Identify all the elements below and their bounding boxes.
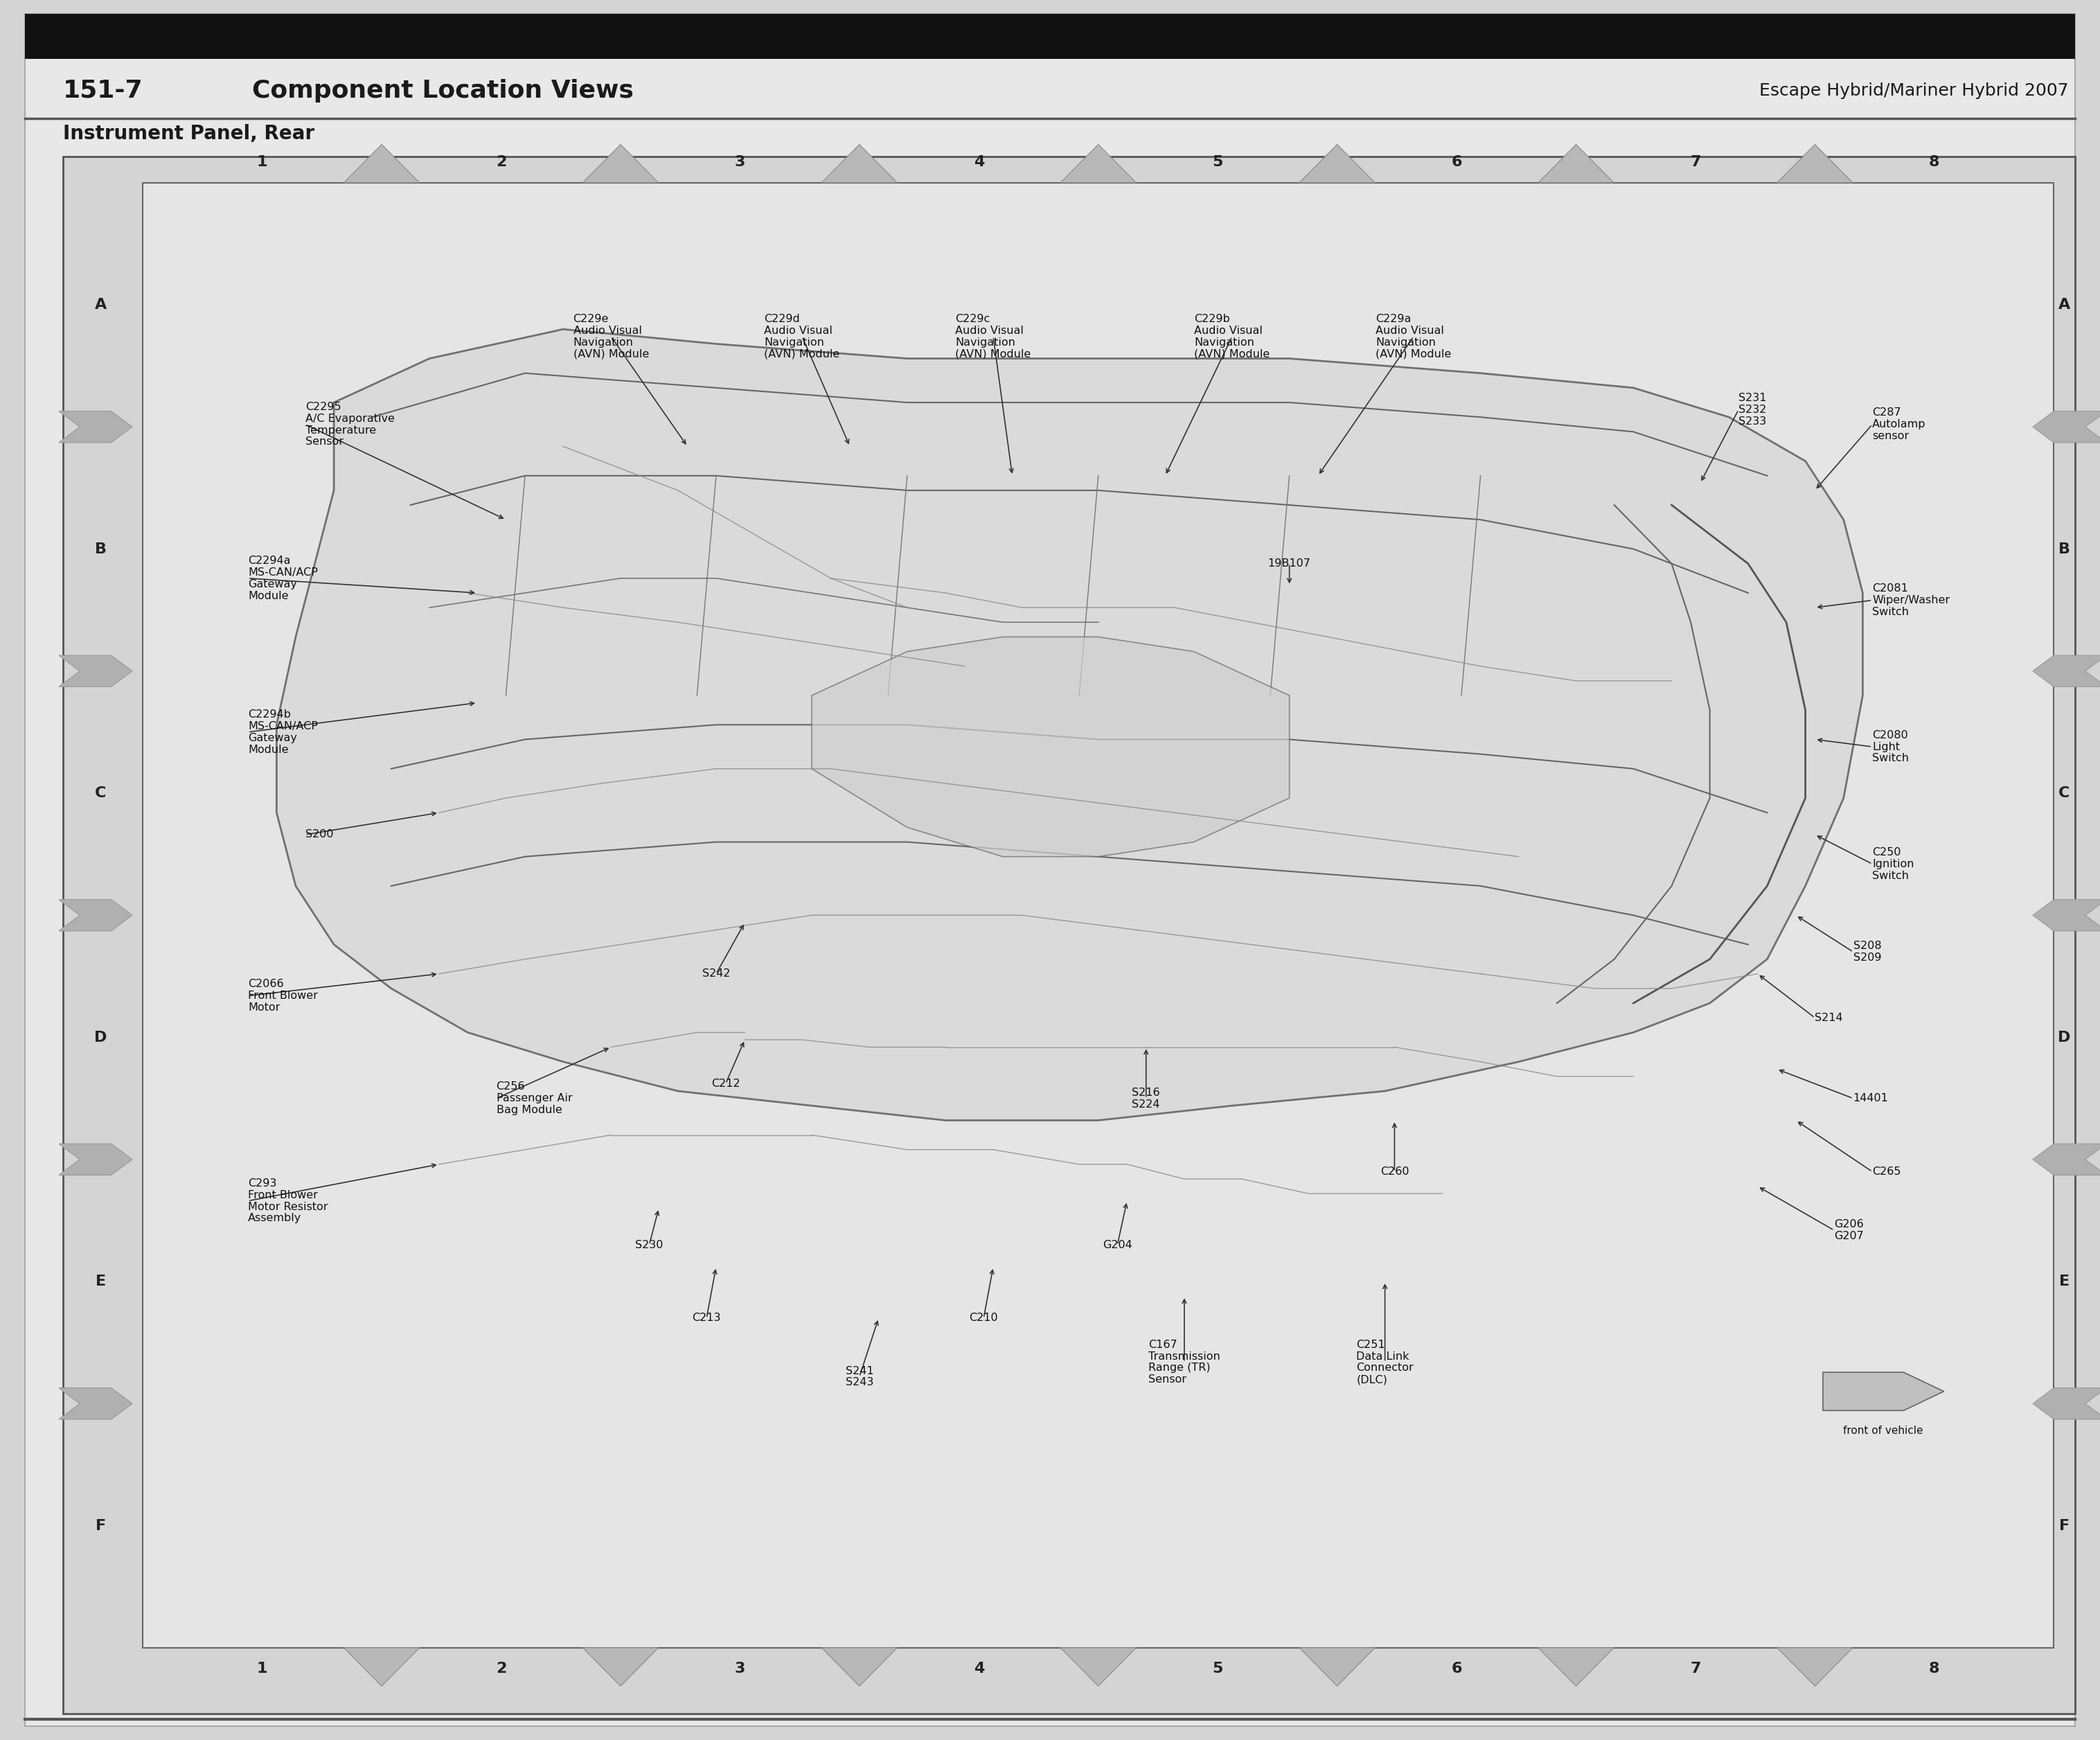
Text: C210: C210 [970,1314,998,1324]
Text: S208
S209: S208 S209 [1852,941,1882,962]
Text: S241
S243: S241 S243 [846,1366,874,1389]
Text: C250
Ignition
Switch: C250 Ignition Switch [1873,847,1915,880]
Text: 8: 8 [1930,155,1940,169]
Polygon shape [1777,1648,1852,1686]
Text: A: A [2058,298,2071,311]
Text: C229d
Audio Visual
Navigation
(AVN) Module: C229d Audio Visual Navigation (AVN) Modu… [764,313,840,358]
Polygon shape [1777,144,1852,183]
Text: 3: 3 [735,1662,746,1676]
Text: F: F [2060,1519,2068,1533]
Polygon shape [1823,1373,1945,1411]
Text: B: B [2058,543,2071,555]
Polygon shape [1061,1648,1136,1686]
Polygon shape [1537,1648,1613,1686]
Text: C265: C265 [1873,1166,1901,1176]
Text: C2295
A/C Evaporative
Temperature
Sensor: C2295 A/C Evaporative Temperature Sensor [304,402,395,447]
Text: S230: S230 [634,1239,664,1249]
Text: 8: 8 [1930,1662,1940,1676]
Text: C229a
Audio Visual
Navigation
(AVN) Module: C229a Audio Visual Navigation (AVN) Modu… [1376,313,1451,358]
Text: 5: 5 [1212,1662,1222,1676]
Polygon shape [1061,144,1136,183]
Polygon shape [59,656,132,687]
Text: C2066
Front Blower
Motor: C2066 Front Blower Motor [248,980,317,1013]
Text: A: A [94,298,107,311]
Text: G206
G207: G206 G207 [1833,1220,1863,1241]
Text: C251
Data Link
Connector
(DLC): C251 Data Link Connector (DLC) [1357,1340,1413,1385]
FancyBboxPatch shape [25,14,2075,1726]
Text: C256
Passenger Air
Bag Module: C256 Passenger Air Bag Module [496,1082,573,1115]
Polygon shape [2033,1143,2100,1175]
Text: 3: 3 [735,155,746,169]
Text: S242: S242 [701,969,731,980]
Text: F: F [97,1519,105,1533]
Text: 5: 5 [1212,155,1222,169]
Polygon shape [1300,144,1376,183]
Polygon shape [59,411,132,442]
Polygon shape [2033,900,2100,931]
Text: 1: 1 [256,155,267,169]
Polygon shape [59,1143,132,1175]
Text: 1: 1 [256,1662,267,1676]
Text: B: B [94,543,107,555]
Text: 2: 2 [496,155,506,169]
Polygon shape [344,144,420,183]
Polygon shape [1300,1648,1376,1686]
Text: C287
Autolamp
sensor: C287 Autolamp sensor [1873,407,1926,442]
Text: 6: 6 [1451,1662,1462,1676]
Text: 19B107: 19B107 [1268,559,1310,569]
Polygon shape [2033,1389,2100,1420]
Polygon shape [344,1648,420,1686]
Polygon shape [2033,411,2100,442]
Text: 151-7: 151-7 [63,78,143,103]
Text: 4: 4 [974,155,985,169]
Text: S200: S200 [304,830,334,840]
Polygon shape [59,900,132,931]
Polygon shape [582,144,659,183]
Text: D: D [2058,1030,2071,1044]
Text: C212: C212 [712,1079,739,1089]
Text: front of vehicle: front of vehicle [1844,1425,1924,1436]
Text: C213: C213 [693,1314,720,1324]
FancyBboxPatch shape [25,14,2075,59]
Text: C: C [94,786,107,800]
Text: Instrument Panel, Rear: Instrument Panel, Rear [63,124,315,144]
Text: C2081
Wiper/Washer
Switch: C2081 Wiper/Washer Switch [1873,583,1951,618]
Text: 7: 7 [1691,1662,1701,1676]
Text: S216
S224: S216 S224 [1132,1088,1159,1110]
Text: C293
Front Blower
Motor Resistor
Assembly: C293 Front Blower Motor Resistor Assembl… [248,1178,328,1223]
Text: C260: C260 [1380,1166,1409,1176]
Text: 7: 7 [1691,155,1701,169]
Text: E: E [97,1275,105,1288]
Text: S214: S214 [1814,1013,1844,1023]
Text: 14401: 14401 [1852,1093,1888,1103]
FancyBboxPatch shape [63,157,2075,1714]
Polygon shape [277,329,1863,1121]
Polygon shape [2033,656,2100,687]
Text: C2294a
MS-CAN/ACP
Gateway
Module: C2294a MS-CAN/ACP Gateway Module [248,555,317,600]
Text: C229c
Audio Visual
Navigation
(AVN) Module: C229c Audio Visual Navigation (AVN) Modu… [956,313,1031,358]
Text: C2080
Light
Switch: C2080 Light Switch [1873,729,1909,764]
Text: C229e
Audio Visual
Navigation
(AVN) Module: C229e Audio Visual Navigation (AVN) Modu… [573,313,649,358]
Polygon shape [582,1648,659,1686]
Text: Component Location Views: Component Location Views [252,78,634,103]
Text: D: D [94,1030,107,1044]
Polygon shape [1537,144,1613,183]
Polygon shape [821,144,897,183]
Text: Escape Hybrid/Mariner Hybrid 2007: Escape Hybrid/Mariner Hybrid 2007 [1760,82,2068,99]
FancyBboxPatch shape [143,183,2054,1648]
Text: C229b
Audio Visual
Navigation
(AVN) Module: C229b Audio Visual Navigation (AVN) Modu… [1195,313,1270,358]
Text: G204: G204 [1102,1239,1132,1249]
Text: E: E [2060,1275,2068,1288]
Text: 2: 2 [496,1662,506,1676]
Text: C2294b
MS-CAN/ACP
Gateway
Module: C2294b MS-CAN/ACP Gateway Module [248,710,317,755]
Text: C: C [2058,786,2071,800]
Polygon shape [811,637,1289,856]
Polygon shape [59,1389,132,1420]
Text: S231
S232
S233: S231 S232 S233 [1739,393,1766,426]
Text: C167
Transmission
Range (TR)
Sensor: C167 Transmission Range (TR) Sensor [1149,1340,1220,1385]
Text: 4: 4 [974,1662,985,1676]
Text: 6: 6 [1451,155,1462,169]
Polygon shape [821,1648,897,1686]
